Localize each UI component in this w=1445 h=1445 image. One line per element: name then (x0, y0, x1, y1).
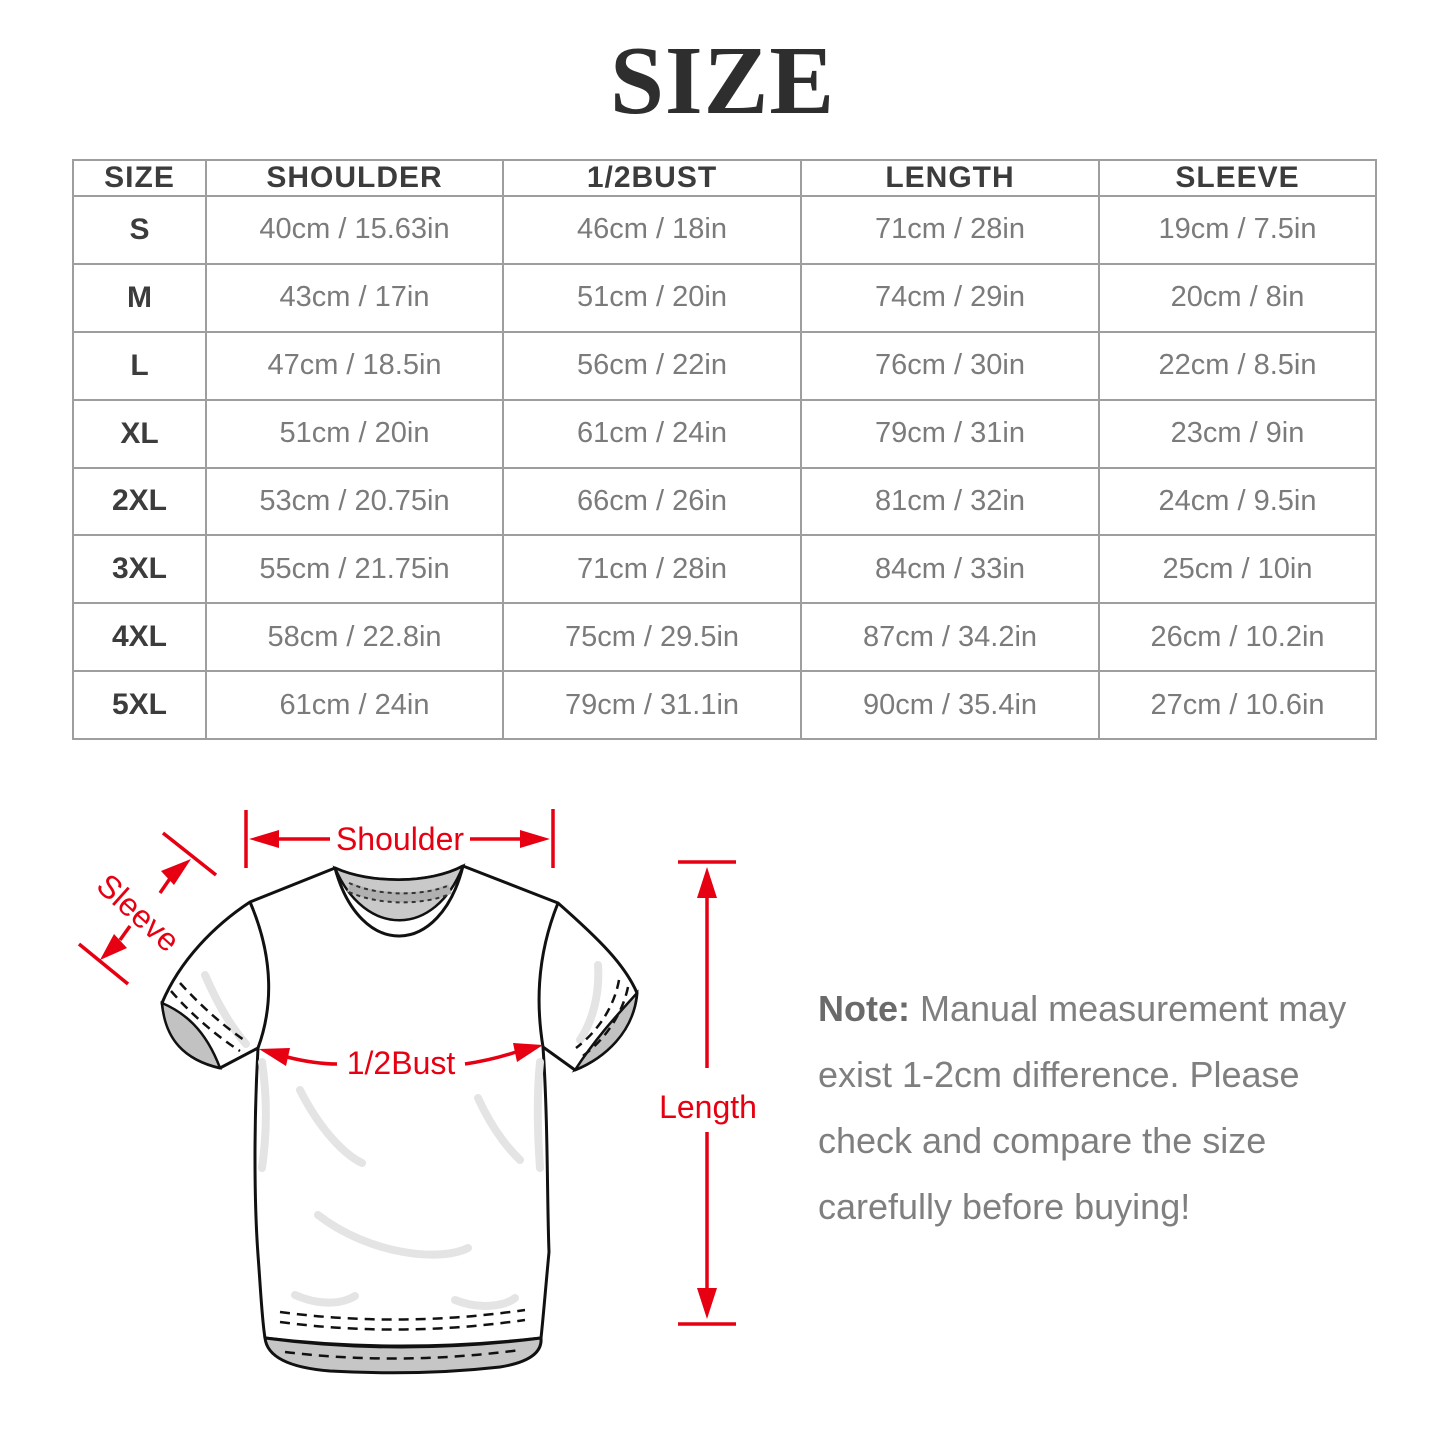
measurement-note: Note: Manual measurement may exist 1-2cm… (818, 976, 1378, 1240)
tshirt-measurement-diagram: Shoulder Sleeve 1/2Bust (77, 809, 757, 1375)
size-label-cell: 2XL (72, 466, 207, 537)
left-armhole-seam (248, 901, 271, 1049)
note-line: carefully before buying! (818, 1186, 1191, 1227)
measurement-cell: 84cm / 33in (800, 534, 1100, 605)
collar-tape-stitch-bottom (348, 891, 451, 904)
bust-measure: 1/2Bust (259, 1043, 543, 1081)
sleeve-tick-lower (77, 942, 130, 986)
measurement-cell: 56cm / 22in (502, 330, 802, 401)
table-row: L 47cm / 18.5in 56cm / 22in 76cm / 30in 22cm… (72, 330, 1377, 401)
measurement-cell: 61cm / 24in (502, 398, 802, 469)
note-line: exist 1-2cm difference. Please (818, 1054, 1300, 1095)
bust-arrowhead-right (513, 1043, 543, 1062)
size-label-cell: 5XL (72, 670, 207, 740)
measurement-cell: 90cm / 35.4in (800, 670, 1100, 740)
hem-stitches (279, 1308, 526, 1331)
measurement-cell: 76cm / 30in (800, 330, 1100, 401)
shoulder-measure: Shoulder (244, 809, 555, 868)
cuff-stitches (170, 979, 630, 1060)
measurement-cell: 46cm / 18in (502, 195, 802, 265)
table-row: M 43cm / 17in 51cm / 20in 74cm / 29in 20cm /… (72, 262, 1377, 333)
note-line: Note: Manual measurement may (818, 988, 1347, 1029)
sleeve-arrowhead-lower (100, 934, 127, 960)
measurement-cell: 53cm / 20.75in (205, 466, 504, 537)
table-row: 3XL 55cm / 21.75in 71cm / 28in 84cm / 33in 2… (72, 534, 1377, 605)
measurement-cell: 43cm / 17in (205, 262, 504, 333)
measurement-cell: 47cm / 18.5in (205, 330, 504, 401)
hem-band (263, 1336, 543, 1375)
measurement-cell: 61cm / 24in (205, 670, 504, 740)
tshirt-body (160, 864, 639, 1348)
table-row: 4XL 58cm / 22.8in 75cm / 29.5in 87cm / 34.2… (72, 602, 1377, 673)
measurement-cell: 22cm / 8.5in (1098, 330, 1377, 401)
size-label-cell: L (72, 330, 207, 401)
left-cuff-face (160, 1001, 222, 1070)
table-header-cell: SIZE (72, 159, 207, 197)
table-header-cell: 1/2BUST (502, 159, 802, 197)
measurement-cell: 26cm / 10.2in (1098, 602, 1377, 673)
bust-arrowhead-left (259, 1048, 290, 1066)
measurement-cell: 71cm / 28in (800, 195, 1100, 265)
measurement-cell: 24cm / 9.5in (1098, 466, 1377, 537)
measurement-cell: 40cm / 15.63in (205, 195, 504, 265)
measurement-cell: 20cm / 8in (1098, 262, 1377, 333)
table-header-row: SIZE SHOULDER 1/2BUST LENGTH SLEEVE (72, 159, 1377, 197)
hem-band-stitch (284, 1348, 521, 1360)
table-row: 5XL 61cm / 24in 79cm / 31.1in 90cm / 35.4in… (72, 670, 1377, 740)
table-header-cell: SLEEVE (1098, 159, 1377, 197)
measurement-cell: 75cm / 29.5in (502, 602, 802, 673)
measurement-cell: 79cm / 31.1in (502, 670, 802, 740)
size-label-cell: M (72, 262, 207, 333)
measurement-cell: 58cm / 22.8in (205, 602, 504, 673)
note-line: check and compare the size (818, 1120, 1267, 1161)
bust-label: 1/2Bust (347, 1045, 456, 1081)
measurement-cell: 79cm / 31in (800, 398, 1100, 469)
measurement-cell: 81cm / 32in (800, 466, 1100, 537)
measurement-cell: 27cm / 10.6in (1098, 670, 1377, 740)
measurement-cell: 87cm / 34.2in (800, 602, 1100, 673)
page-title: SIZE (609, 27, 836, 134)
collar-band-outer (333, 865, 465, 938)
size-label-cell: S (72, 195, 207, 265)
size-label-cell: 3XL (72, 534, 207, 605)
tshirt-illustration (160, 863, 639, 1375)
collar-tape (346, 882, 452, 903)
measurement-cell: 71cm / 28in (502, 534, 802, 605)
size-label-cell: 4XL (72, 602, 207, 673)
size-table-body: S 40cm / 15.63in 46cm / 18in 71cm / 28in 19c… (72, 195, 1377, 740)
table-header-cell: SHOULDER (205, 159, 504, 197)
measurement-cell: 55cm / 21.75in (205, 534, 504, 605)
measurement-cell: 23cm / 9in (1098, 398, 1377, 469)
size-table-head: SIZE SHOULDER 1/2BUST LENGTH SLEEVE (72, 159, 1377, 197)
length-arrowhead-bottom (697, 1288, 717, 1319)
measurement-cell: 74cm / 29in (800, 262, 1100, 333)
measurement-cell: 66cm / 26in (502, 466, 802, 537)
fabric-wrinkles (201, 961, 603, 1310)
size-table: SIZE SHOULDER 1/2BUST LENGTH SLEEVE S 40cm / … (72, 159, 1377, 740)
shoulder-arrowhead-right (520, 830, 550, 848)
collar-tape-stitch-top (348, 882, 451, 895)
measurement-cell: 51cm / 20in (205, 398, 504, 469)
right-armhole-seam (537, 902, 560, 1048)
table-header-cell: LENGTH (800, 159, 1100, 197)
length-measure: Length (659, 860, 757, 1326)
table-row: XL 51cm / 20in 61cm / 24in 79cm / 31in 23cm … (72, 398, 1377, 469)
size-label-cell: XL (72, 398, 207, 469)
measurement-cell: 19cm / 7.5in (1098, 195, 1377, 265)
table-row: S 40cm / 15.63in 46cm / 18in 71cm / 28in 19c… (72, 195, 1377, 265)
shoulder-label: Shoulder (336, 821, 464, 857)
note-label: Note: (818, 988, 910, 1029)
shoulder-arrowhead-left (249, 830, 279, 848)
length-arrowhead-top (697, 867, 717, 898)
measurement-cell: 25cm / 10in (1098, 534, 1377, 605)
sleeve-tick-upper (161, 831, 218, 877)
sleeve-arrowhead-upper (161, 859, 191, 885)
measurement-cell: 51cm / 20in (502, 262, 802, 333)
table-row: 2XL 53cm / 20.75in 66cm / 26in 81cm / 32in 2… (72, 466, 1377, 537)
length-label: Length (659, 1089, 757, 1125)
